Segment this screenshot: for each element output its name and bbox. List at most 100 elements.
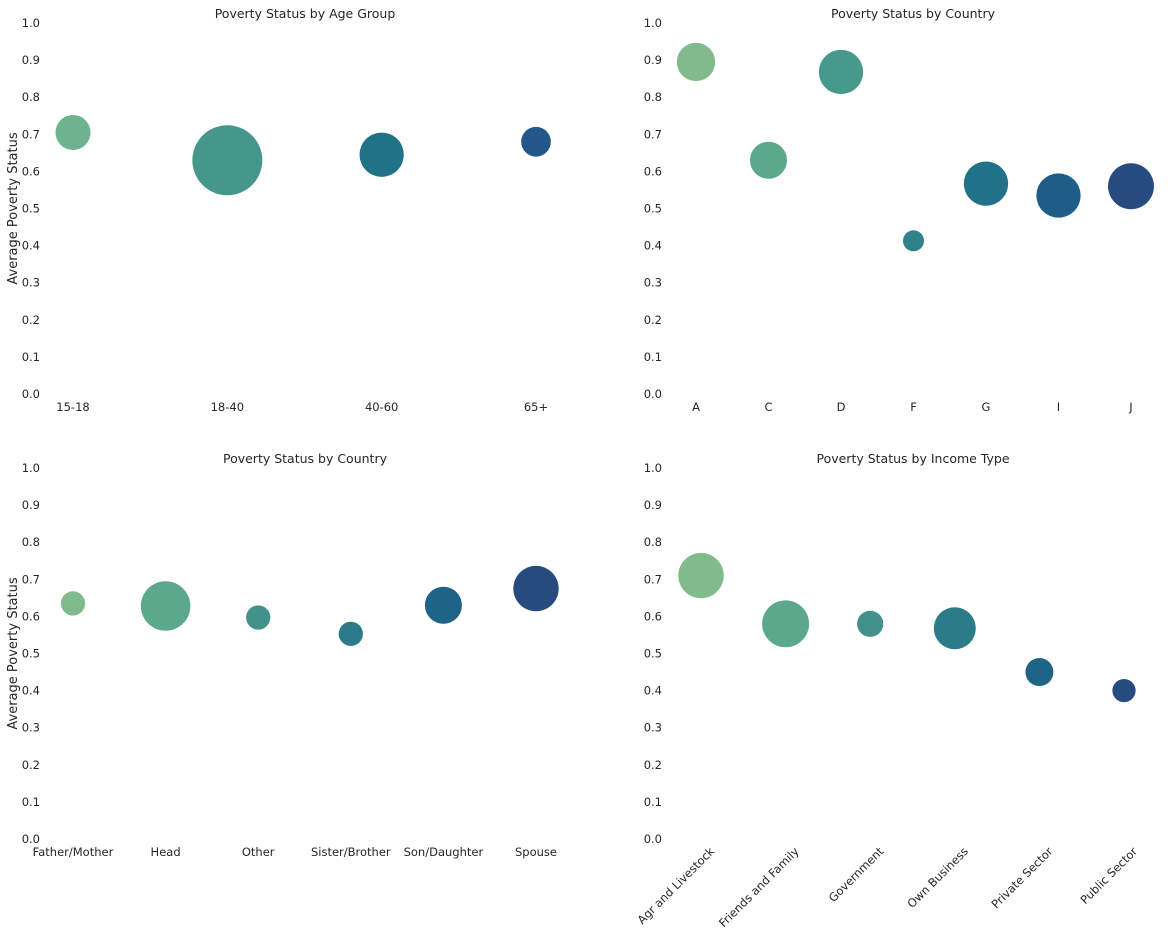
y-tick-label: 0.7 bbox=[644, 572, 662, 586]
y-tick-label: 1.0 bbox=[22, 461, 40, 475]
y-tick-label: 0.6 bbox=[22, 609, 40, 623]
chart-panel-2: Poverty Status by Country 0.0 0.1 0.2 0.3 0.4… bbox=[644, 6, 1154, 414]
y-axis-label: Average Poverty Status bbox=[6, 577, 21, 729]
x-tick-label: Sister/Brother bbox=[311, 845, 391, 859]
x-tick-label: F bbox=[910, 400, 917, 414]
bubble-65- bbox=[521, 126, 551, 157]
bubble-private-sector bbox=[1025, 658, 1054, 687]
x-tick-label: Government bbox=[826, 844, 887, 905]
bubble-sister-brother bbox=[338, 621, 363, 646]
chart-title: Poverty Status by Income Type bbox=[816, 451, 1009, 466]
y-tick-label: 0.5 bbox=[644, 647, 662, 661]
y-tick-label: 0.2 bbox=[22, 758, 40, 772]
y-tick-label: 0.0 bbox=[644, 832, 662, 846]
bubble-son-daughter bbox=[424, 586, 462, 624]
bubble-public-sector bbox=[1112, 678, 1136, 703]
bubble-head bbox=[140, 581, 191, 631]
chart-title: Poverty Status by Country bbox=[223, 451, 388, 466]
bubble-agr-and-livestock bbox=[678, 552, 724, 599]
y-tick-label: 0.2 bbox=[22, 313, 40, 327]
y-tick-label: 0.4 bbox=[22, 684, 40, 698]
y-tick-label: 0.7 bbox=[22, 127, 40, 141]
chart-title: Poverty Status by Country bbox=[831, 6, 996, 21]
x-tick-label: 40-60 bbox=[365, 400, 398, 414]
y-tick-label: 0.5 bbox=[22, 647, 40, 661]
y-tick-label: 0.9 bbox=[22, 498, 40, 512]
bubble-40-60 bbox=[359, 132, 404, 177]
x-tick-label: 15-18 bbox=[56, 400, 89, 414]
bubble-d bbox=[818, 49, 864, 95]
x-tick-label: Own Business bbox=[904, 844, 971, 911]
y-tick-label: 0.3 bbox=[644, 721, 662, 735]
x-tick-label: Head bbox=[151, 845, 181, 859]
bubble-other bbox=[246, 605, 271, 630]
y-tick-label: 0.3 bbox=[22, 721, 40, 735]
y-tick-label: 0.4 bbox=[22, 239, 40, 253]
y-tick-label: 0.2 bbox=[644, 313, 662, 327]
bubble-spouse bbox=[513, 565, 559, 612]
bubble-father-mother bbox=[60, 591, 86, 616]
x-tick-label: Private Sector bbox=[989, 844, 1056, 911]
y-tick-label: 0.8 bbox=[22, 535, 40, 549]
y-tick-label: 0.9 bbox=[644, 498, 662, 512]
x-tick-label: C bbox=[764, 400, 772, 414]
y-tick-label: 0.0 bbox=[644, 387, 662, 401]
bubble-18-40 bbox=[192, 125, 263, 196]
y-tick-label: 0.6 bbox=[644, 609, 662, 623]
y-tick-label: 1.0 bbox=[644, 16, 662, 30]
y-tick-label: 0.4 bbox=[644, 239, 662, 253]
x-tick-label: A bbox=[692, 400, 700, 414]
y-tick-label: 0.1 bbox=[22, 795, 40, 809]
bubble-f bbox=[903, 230, 924, 252]
x-tick-label: Agr and Livestock bbox=[635, 844, 718, 927]
chart-title: Poverty Status by Age Group bbox=[215, 6, 396, 21]
y-tick-label: 0.5 bbox=[22, 202, 40, 216]
x-tick-label: J bbox=[1128, 400, 1132, 414]
x-tick-label: Son/Daughter bbox=[404, 845, 484, 859]
x-tick-label: G bbox=[982, 400, 991, 414]
y-tick-label: 0.4 bbox=[644, 684, 662, 698]
chart-panel-1: Poverty Status by Age Group Average Pover… bbox=[6, 6, 551, 414]
x-tick-label: Friends and Family bbox=[716, 844, 802, 930]
x-tick-label: Other bbox=[242, 845, 275, 859]
bubble-friends-and-family bbox=[762, 600, 810, 648]
x-tick-label: Public Sector bbox=[1077, 844, 1140, 907]
x-tick-label: Father/Mother bbox=[33, 845, 114, 859]
y-tick-label: 1.0 bbox=[22, 16, 40, 30]
bubble-own-business bbox=[933, 607, 976, 650]
y-tick-label: 0.5 bbox=[644, 202, 662, 216]
bubble-g bbox=[963, 161, 1009, 206]
x-tick-label: Spouse bbox=[515, 845, 557, 859]
bubble-a bbox=[676, 42, 716, 82]
y-tick-label: 0.0 bbox=[22, 387, 40, 401]
y-tick-label: 0.6 bbox=[22, 164, 40, 178]
y-tick-label: 1.0 bbox=[644, 461, 662, 475]
chart-panel-4: Poverty Status by Income Type 0.0 0.1 0.2 0.… bbox=[635, 451, 1141, 930]
y-tick-label: 0.7 bbox=[644, 127, 662, 141]
y-tick-label: 0.6 bbox=[644, 164, 662, 178]
y-tick-label: 0.8 bbox=[644, 90, 662, 104]
y-tick-label: 0.3 bbox=[644, 276, 662, 290]
y-tick-label: 0.1 bbox=[644, 795, 662, 809]
y-tick-label: 0.3 bbox=[22, 276, 40, 290]
x-tick-label: 65+ bbox=[524, 400, 548, 414]
y-tick-label: 0.8 bbox=[22, 90, 40, 104]
y-tick-label: 0.9 bbox=[644, 53, 662, 67]
y-axis-label: Average Poverty Status bbox=[6, 132, 21, 284]
x-tick-label: D bbox=[837, 400, 846, 414]
bubble-15-18 bbox=[55, 114, 91, 150]
y-tick-label: 0.9 bbox=[22, 53, 40, 67]
y-tick-label: 0.0 bbox=[22, 832, 40, 846]
x-tick-label: 18-40 bbox=[211, 400, 244, 414]
y-tick-label: 0.8 bbox=[644, 535, 662, 549]
bubble-i bbox=[1036, 173, 1081, 218]
bubble-government bbox=[857, 610, 884, 637]
bubble-j bbox=[1108, 163, 1154, 210]
x-tick-label: I bbox=[1057, 400, 1060, 414]
chart-panel-3: Poverty Status by Country Average Poverty… bbox=[6, 451, 559, 859]
y-tick-label: 0.2 bbox=[644, 758, 662, 772]
y-tick-label: 0.7 bbox=[22, 572, 40, 586]
y-tick-label: 0.1 bbox=[644, 350, 662, 364]
